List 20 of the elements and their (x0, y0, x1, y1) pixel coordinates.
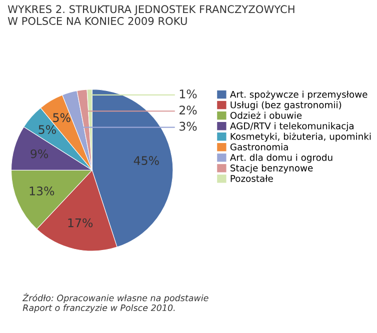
legend-label: Art. dla domu i ogrodu (230, 154, 332, 163)
data-label: 5% (38, 125, 56, 134)
legend-label: Pozostałe (230, 174, 273, 182)
legend-label: Stacje benzynowe (230, 164, 313, 174)
data-label: 5% (53, 113, 70, 122)
text: Źródło: Opracowanie własne na podstawie Raport o franczyzie w Polsce 2010. (22, 293, 208, 313)
legend-label: Kosmetyki, biżuteria, upominki (230, 132, 371, 142)
legend-label: Art. spożywcze i przemysłowe (230, 90, 368, 100)
data-label: 45% (134, 156, 159, 165)
chart-title: WYKRES 2. STRUKTURA JEDNOSTEK FRANCZYZOWYCH W POLSCE NA KONIEC 2009 ROKU (8, 5, 294, 25)
legend-label: Odzież i obuwie (230, 112, 302, 119)
data-label: 3% (180, 122, 197, 131)
data-label: 13% (30, 186, 54, 196)
data-label: 1% (180, 89, 197, 98)
data-label: 17% (68, 218, 93, 228)
legend-label: Usługi (bez gastronomii) (230, 101, 342, 110)
data-label: 2% (180, 106, 197, 115)
legend-label: AGD/RTV i telekomunikacja (230, 122, 354, 132)
legend-label: Gastronomia (230, 143, 288, 150)
data-label: 9% (30, 149, 48, 158)
